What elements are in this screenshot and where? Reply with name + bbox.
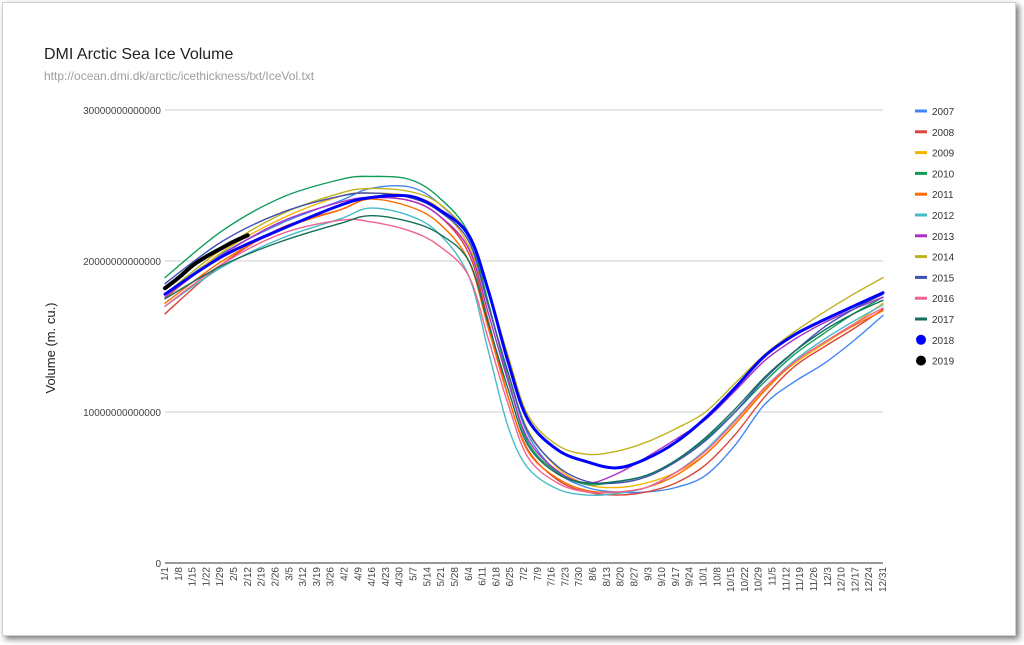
series-lines <box>163 175 885 497</box>
series-line-2011 <box>164 198 884 494</box>
x-tick-label: 4/23 <box>381 567 392 587</box>
series-line-2016 <box>164 218 884 494</box>
legend-label: 2009 <box>932 149 955 160</box>
series-line-2017 <box>164 214 884 485</box>
chart-subtitle: http://ocean.dmi.dk/arctic/icethickness/… <box>44 69 315 83</box>
x-tick-label: 2/19 <box>257 567 268 587</box>
legend-label: 2019 <box>932 357 955 368</box>
x-tick-label: 8/27 <box>629 567 640 587</box>
x-tick-label: 7/23 <box>560 567 571 587</box>
x-tick-label: 10/1 <box>699 567 710 587</box>
series-line-2018 <box>163 193 885 470</box>
x-tick-label: 4/16 <box>367 567 378 587</box>
series-line-2013 <box>164 196 884 484</box>
series-line-2010 <box>164 175 884 486</box>
x-tick-label: 10/29 <box>754 567 765 592</box>
x-tick-label: 3/26 <box>326 567 337 587</box>
x-tick-label: 3/5 <box>284 567 295 581</box>
x-tick-label: 11/19 <box>795 567 806 592</box>
legend-marker <box>916 334 926 345</box>
x-tick-label: 3/19 <box>312 567 323 587</box>
x-tick-label: 7/30 <box>574 567 585 587</box>
x-tick-label: 6/11 <box>478 567 489 586</box>
legend-label: 2017 <box>932 315 955 326</box>
x-tick-label: 7/16 <box>547 567 558 587</box>
y-tick-labels: 0 10000000000000 20000000000000 30000000000… <box>83 106 161 570</box>
x-tick-label: 2/26 <box>270 567 281 587</box>
x-tick-label: 10/22 <box>740 567 751 592</box>
legend-label: 2018 <box>932 336 955 347</box>
x-tick-label: 4/9 <box>353 567 364 581</box>
x-tick-label: 7/2 <box>519 567 530 581</box>
legend-label: 2015 <box>932 273 955 284</box>
x-tick-label: 8/13 <box>602 567 613 587</box>
x-tick-label: 4/2 <box>340 567 351 581</box>
y-tick-label: 0 <box>155 559 161 570</box>
x-tick-label: 6/18 <box>491 567 502 587</box>
x-tick-label: 1/1 <box>160 567 171 581</box>
legend-label: 2013 <box>932 232 955 243</box>
x-tick-label: 6/25 <box>505 567 516 587</box>
x-tick-label: 11/12 <box>781 567 792 592</box>
gridlines <box>165 109 883 564</box>
x-tick-labels: 1/1 1/8 1/15 1/22 1/29 2/5 2/12 2/19 2/26 3/5 3/12… <box>160 567 889 592</box>
series-line-2019 <box>163 233 250 291</box>
x-tick-label: 5/14 <box>422 567 433 587</box>
legend-label: 2011 <box>932 190 954 201</box>
x-tick-label: 4/30 <box>395 567 406 587</box>
x-tick-label: 10/8 <box>712 567 723 587</box>
y-tick-label: 30000000000000 <box>83 106 161 117</box>
x-tick-label: 9/17 <box>671 567 682 587</box>
legend-label: 2010 <box>932 169 955 180</box>
x-tick-label: 7/9 <box>533 567 544 581</box>
series-line-2015 <box>164 192 884 485</box>
x-tick-label: 12/10 <box>837 567 848 592</box>
legend-label: 2014 <box>932 253 955 264</box>
x-tick-label: 2/5 <box>229 567 240 581</box>
x-tick-label: 2/12 <box>243 567 254 587</box>
y-tick-label: 20000000000000 <box>83 257 161 268</box>
legend-label: 2012 <box>932 211 955 222</box>
chart-title: DMI Arctic Sea Ice Volume <box>44 46 234 63</box>
x-tick-label: 9/3 <box>643 567 654 581</box>
legend-label: 2008 <box>932 128 955 139</box>
x-tick-label: 5/28 <box>450 567 461 587</box>
x-tick-label: 8/6 <box>588 567 599 581</box>
x-tick-label: 11/5 <box>768 567 779 586</box>
x-tick-label: 1/15 <box>188 567 199 587</box>
x-tick-label: 1/8 <box>174 567 185 581</box>
y-tick-label: 10000000000000 <box>83 408 161 419</box>
x-tick-label: 12/31 <box>878 567 889 592</box>
legend-label: 2007 <box>932 107 955 118</box>
x-tick-label: 5/7 <box>409 567 420 581</box>
x-tick-label: 3/12 <box>298 567 309 587</box>
x-tick-label: 1/22 <box>201 567 212 587</box>
x-tick-label: 8/20 <box>616 567 627 587</box>
x-tick-label: 9/10 <box>657 567 668 587</box>
chart: DMI Arctic Sea Ice Volume http://ocean.d… <box>43 46 955 592</box>
legend-marker <box>916 355 926 366</box>
y-axis-label: Volume (m. cu.) <box>43 302 58 393</box>
x-tick-label: 12/24 <box>864 567 875 592</box>
x-tick-label: 5/21 <box>436 567 447 587</box>
x-tick-label: 9/24 <box>685 567 696 587</box>
legend-label: 2016 <box>932 294 955 305</box>
x-tick-label: 12/3 <box>823 567 834 587</box>
x-tick-label: 10/15 <box>726 567 737 592</box>
x-tick-label: 1/29 <box>215 567 226 587</box>
legend: 2007 2008 2009 2010 2011 2012 2013 2014 2015 2016… <box>915 107 955 368</box>
chart-frame: DMI Arctic Sea Ice Volume http://ocean.d… <box>2 2 1016 636</box>
x-tick-label: 11/26 <box>809 567 820 592</box>
x-tick-label: 6/4 <box>464 567 475 581</box>
x-tick-label: 12/17 <box>850 567 861 592</box>
